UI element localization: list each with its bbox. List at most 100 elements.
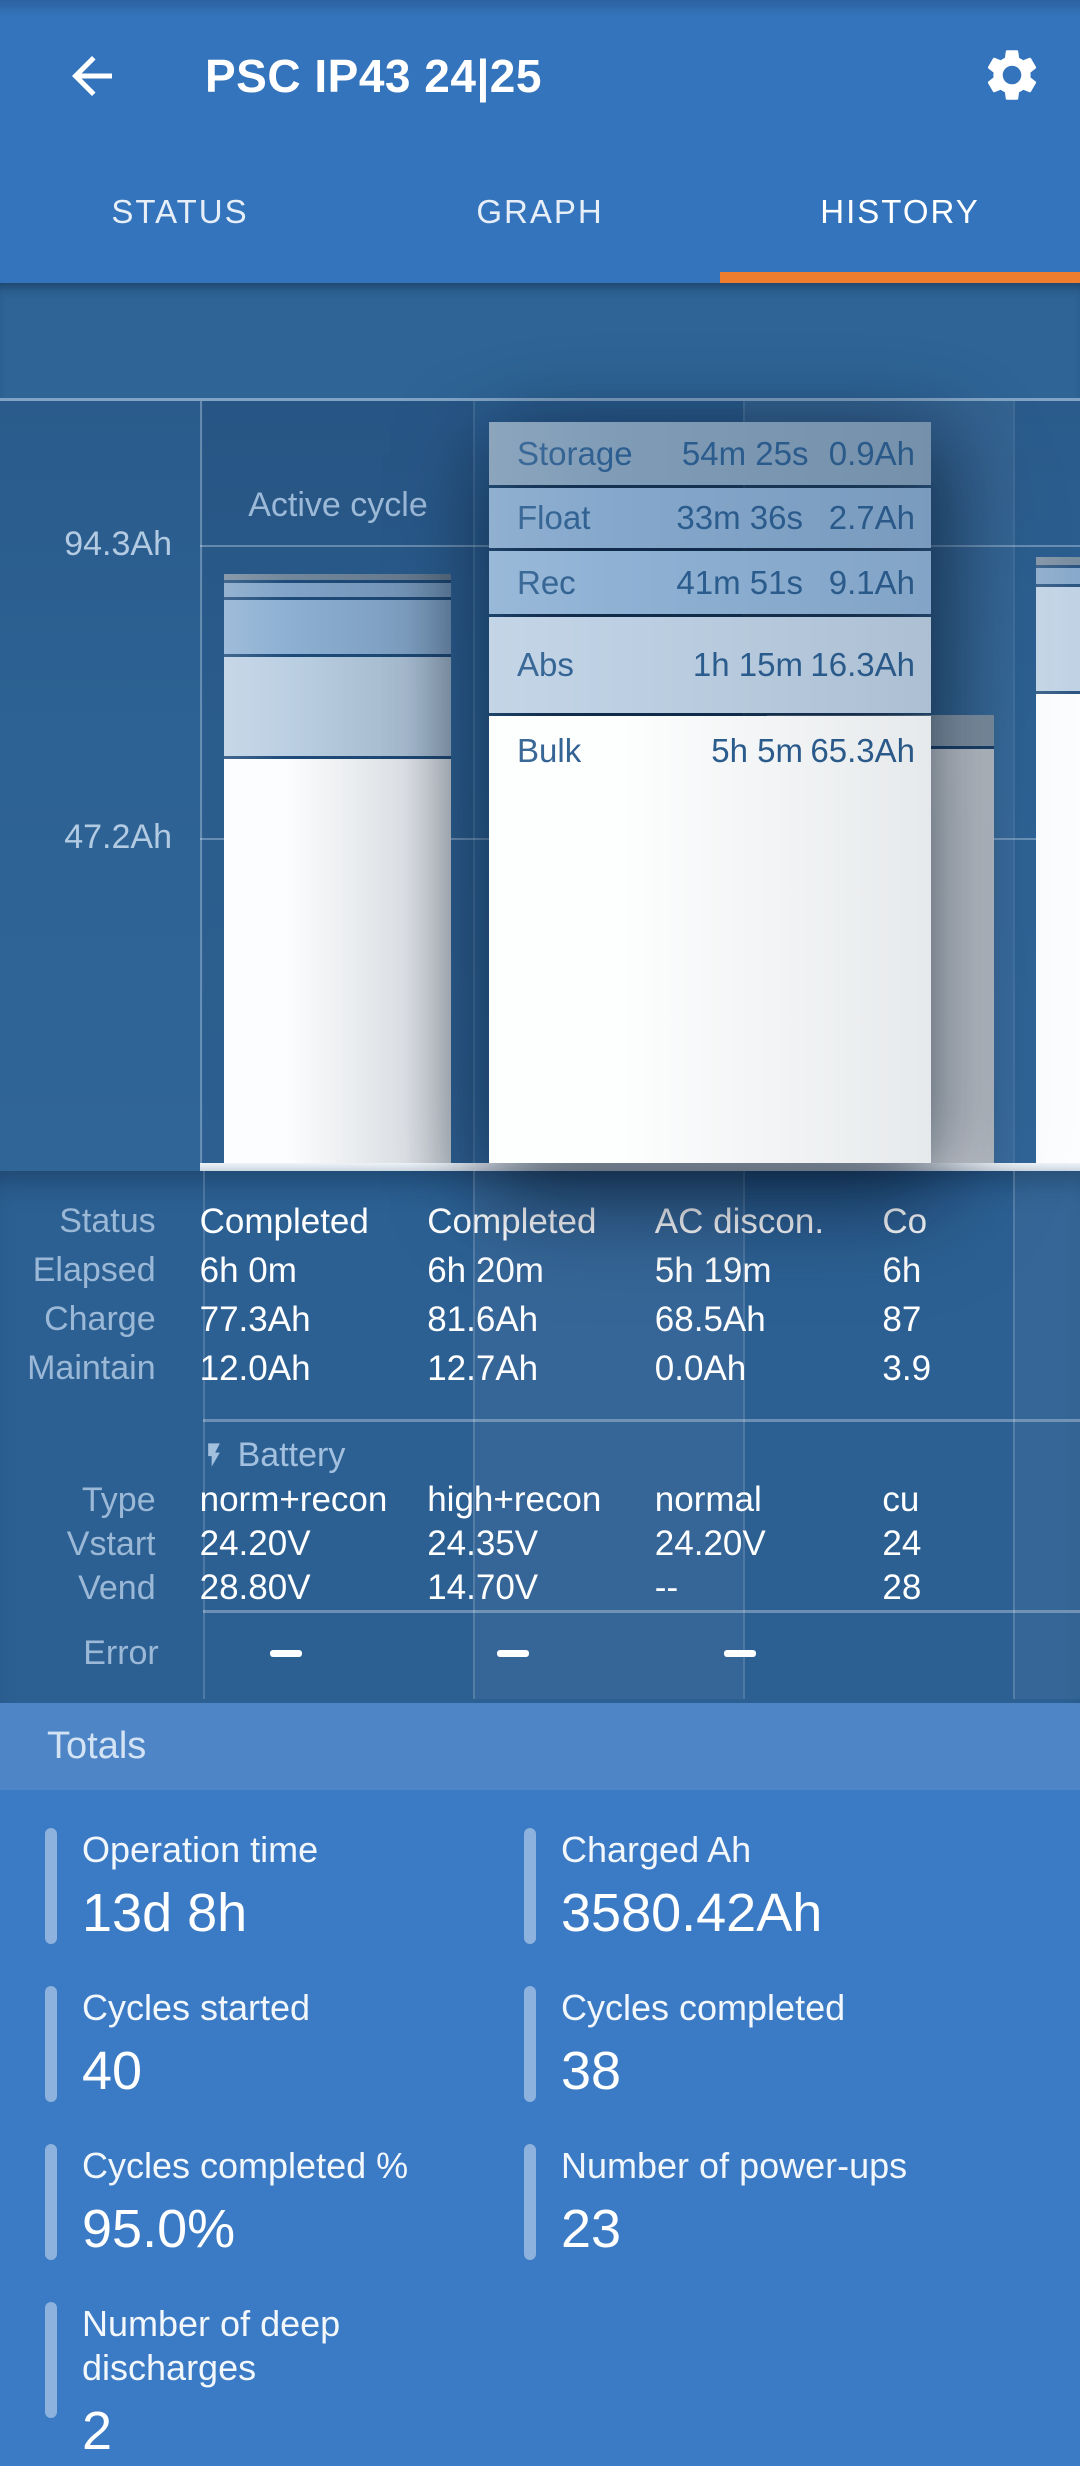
cell-elapsed: 6h 20m — [427, 1250, 544, 1290]
battery-header: Battery — [170, 1436, 398, 1475]
phase-amount: 65.3Ah — [810, 732, 915, 769]
phase-label: Abs — [517, 646, 574, 683]
tab-status[interactable]: STATUS — [111, 192, 249, 230]
cell-charge: 68.5Ah — [654, 1299, 766, 1339]
cell-vend: -- — [654, 1568, 679, 1607]
bar-segment-storage — [1036, 557, 1080, 565]
phase-duration: 54m 25s — [681, 434, 809, 472]
cell-elapsed: 5h 19m — [654, 1250, 772, 1290]
cell-error — [173, 1649, 400, 1657]
cell-status: AC discon. — [654, 1201, 825, 1241]
row-label: Status — [59, 1202, 156, 1240]
row-label: Maintain — [27, 1349, 156, 1387]
cell-vend: 28 — [882, 1568, 922, 1607]
settings-button[interactable] — [980, 43, 1044, 107]
chart-toolbar — [0, 283, 1080, 648]
totals-section: Operation time 13d 8h Charged Ah 3580.42… — [0, 1790, 1080, 2466]
bar-segment-bulk — [1036, 691, 1080, 1163]
section-separator — [203, 1419, 1080, 1422]
cell-maintain: 12.0Ah — [199, 1348, 311, 1388]
cell-charge: 87 — [882, 1299, 922, 1339]
stat-label: Operation time — [82, 1829, 319, 1870]
bar-segment-float — [1036, 565, 1080, 584]
phase-label: Rec — [517, 563, 576, 601]
stat-charged-ah: Charged Ah 3580.42Ah — [524, 1826, 1080, 1948]
cell-type: norm+recon — [199, 1480, 388, 1519]
table-row: Status Completed Completed AC discon. Co — [0, 1197, 1080, 1246]
cycle-bar[interactable] — [1036, 557, 1080, 1163]
cell-elapsed: 6h — [882, 1250, 922, 1290]
row-label: Charge — [44, 1300, 156, 1338]
tab-graph[interactable]: GRAPH — [476, 192, 604, 230]
phase-amount: 0.9Ah — [828, 434, 915, 472]
cell-vend: 14.70V — [427, 1568, 539, 1607]
cell-charge: 81.6Ah — [427, 1299, 539, 1339]
popup-row-bulk[interactable]: Bulk 5h 5m 65.3Ah — [489, 716, 931, 1163]
popup-row-storage[interactable]: Storage 54m 25s 0.9Ah — [489, 422, 931, 485]
y-axis-label-max: 94.3Ah — [64, 525, 172, 563]
cycle-bar[interactable] — [224, 574, 451, 1163]
stat-label: Number of deep discharges — [82, 2303, 341, 2388]
phase-duration: 1h 15m — [692, 646, 803, 683]
phase-label: Bulk — [517, 732, 582, 769]
cell-type: high+recon — [427, 1480, 602, 1519]
y-axis-line — [200, 401, 202, 1171]
row-label: Vend — [78, 1568, 156, 1607]
active-cycle-popup: Storage 54m 25s 0.9Ah Float 33m 36s 2.7A… — [489, 422, 931, 1163]
phase-duration: 33m 36s — [676, 499, 803, 536]
stat-value: 3580.42Ah — [561, 1883, 823, 1943]
stat-label: Cycles completed % — [82, 2145, 409, 2186]
table-row: Elapsed 6h 0m 6h 20m 5h 19m 6h — [0, 1246, 1080, 1295]
popup-row-abs[interactable]: Abs 1h 15m 16.3Ah — [489, 617, 931, 713]
cell-elapsed: 6h 0m — [199, 1250, 297, 1290]
bar-segment-float — [224, 580, 451, 597]
bar-segment-storage — [224, 574, 451, 580]
gear-icon — [981, 44, 1043, 106]
column-divider — [1013, 401, 1015, 1171]
back-arrow-icon — [62, 46, 122, 106]
cell-charge: 77.3Ah — [199, 1299, 311, 1339]
totals-grid: Operation time 13d 8h Charged Ah 3580.42… — [45, 1826, 1080, 2461]
cell-error — [400, 1649, 627, 1657]
back-button[interactable] — [60, 44, 124, 108]
stat-cycles-completed-pct: Cycles completed % 95.0% — [45, 2142, 524, 2264]
bar-segment-rec — [224, 597, 451, 654]
table-column-4-shade — [1013, 1171, 1080, 1699]
stat-value: 2 — [82, 2401, 113, 2461]
error-dash — [723, 1649, 756, 1657]
popup-row-rec[interactable]: Rec 41m 51s 9.1Ah — [489, 551, 931, 614]
phase-amount: 16.3Ah — [810, 646, 915, 683]
cell-type: normal — [654, 1480, 762, 1519]
cell-vstart: 24.35V — [427, 1524, 539, 1563]
phase-label: Float — [517, 499, 591, 536]
cell-status: Completed — [427, 1201, 597, 1241]
active-cycle-header: Active cycle — [248, 486, 428, 524]
error-section: Error — [0, 1613, 1080, 1701]
stat-label: Number of power-ups — [561, 2145, 908, 2186]
app-header: PSC IP43 24|25 — [0, 0, 1080, 150]
bar-segment-bulk — [224, 756, 451, 1163]
popup-row-float[interactable]: Float 33m 36s 2.7Ah — [489, 488, 931, 548]
table-divider — [203, 1171, 205, 1699]
battery-section: Battery Type norm+recon high+recon norma… — [0, 1422, 1080, 1610]
row-label: Elapsed — [32, 1251, 156, 1289]
stat-power-ups: Number of power-ups 23 — [524, 2142, 1080, 2264]
cycle-stats-section: Status Completed Completed AC discon. Co… — [0, 1171, 1080, 1419]
stat-value: 40 — [82, 2041, 143, 2101]
cell-status: Co — [882, 1201, 928, 1241]
cell-maintain: 0.0Ah — [654, 1348, 747, 1388]
table-divider — [743, 1171, 745, 1699]
tab-history[interactable]: HISTORY — [820, 192, 980, 230]
active-tab-underline — [720, 272, 1080, 283]
stat-cycles-completed: Cycles completed 38 — [524, 1984, 1080, 2106]
x-axis-baseline — [200, 1163, 1080, 1171]
cell-error — [626, 1649, 853, 1657]
table-row: Vstart 24.20V 24.35V 24.20V 24 — [0, 1522, 1080, 1566]
history-bar-chart: 94.3Ah 47.2Ah Active cycle Storage 54m 2… — [0, 401, 1080, 1171]
battery-header-label: Battery — [237, 1435, 346, 1474]
phase-amount: 2.7Ah — [828, 499, 915, 536]
stat-value: 13d 8h — [82, 1883, 248, 1943]
stat-operation-time: Operation time 13d 8h — [45, 1826, 524, 1948]
stat-label: Cycles completed — [561, 1987, 846, 2028]
